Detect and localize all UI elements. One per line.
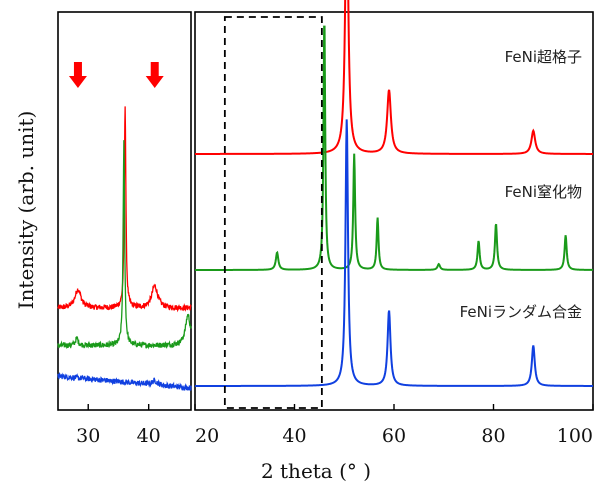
- right-panel: 20 40 60 80 100 FeNi超格子 FeNi窒化物 FeNiランダム合金: [194, 0, 594, 447]
- left-series-line-1: [57, 140, 192, 350]
- x-axis-title: 2 theta (° ): [261, 459, 371, 483]
- left-panel: 30 40: [57, 11, 192, 447]
- right-series-line-1: [195, 25, 593, 271]
- right-tick-label-0: 20: [195, 425, 219, 447]
- right-tick-label-4: 100: [557, 425, 593, 447]
- right-tick-label-2: 60: [382, 425, 406, 447]
- right-series-group: [195, 0, 593, 387]
- right-tick-group: 20 40 60 80 100: [194, 404, 594, 447]
- left-series-line-2: [57, 372, 192, 391]
- left-series-group: [57, 106, 192, 391]
- red-arrow-1: [145, 62, 164, 88]
- left-panel-frame: [57, 11, 192, 411]
- right-series-line-2: [195, 119, 593, 387]
- right-tick-label-1: 40: [282, 425, 306, 447]
- right-series-label-group: FeNi超格子 FeNi窒化物 FeNiランダム合金: [460, 48, 582, 321]
- left-tick-group: 30 40: [76, 404, 161, 447]
- y-axis-title: Intensity (arb. unit): [14, 111, 38, 310]
- left-tick-label-0: 30: [76, 425, 100, 447]
- series-label-2: FeNiランダム合金: [460, 303, 582, 321]
- right-tick-label-3: 80: [481, 425, 505, 447]
- left-tick-label-1: 40: [137, 425, 161, 447]
- right-series-line-0: [195, 0, 593, 155]
- red-arrow-0: [68, 62, 87, 88]
- series-label-0: FeNi超格子: [505, 48, 582, 66]
- dashed-highlight-box: [223, 16, 323, 409]
- series-label-1: FeNi窒化物: [505, 183, 582, 201]
- left-arrow-group: [68, 62, 164, 88]
